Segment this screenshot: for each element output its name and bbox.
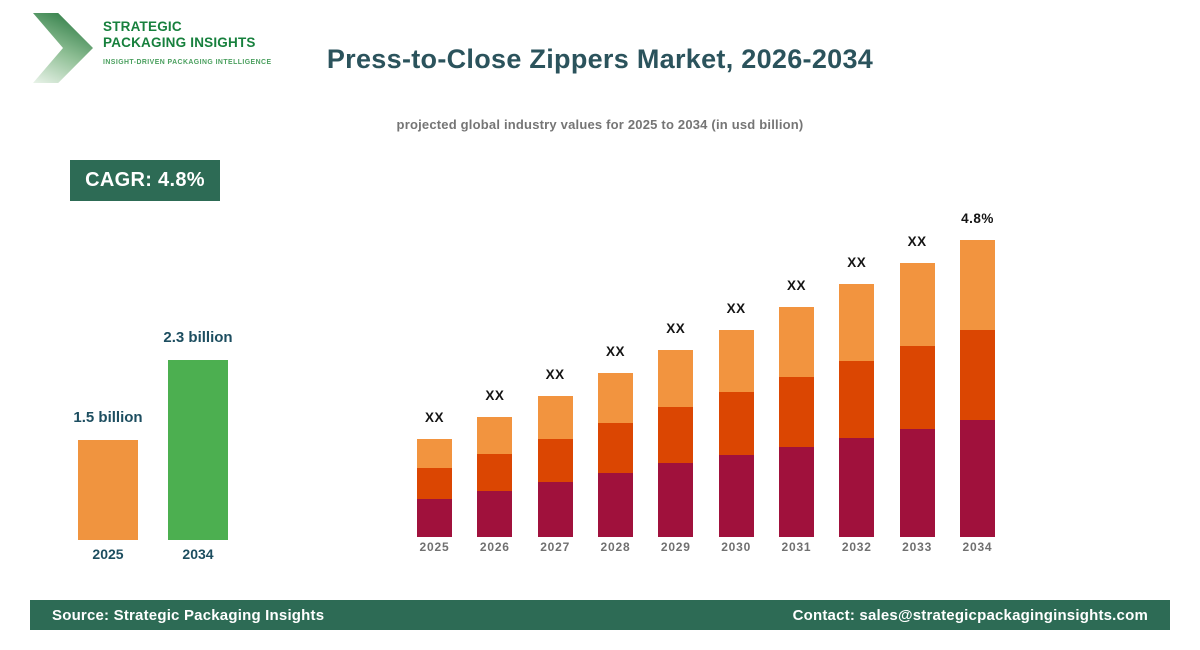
bar-segment-segment-top	[778, 307, 814, 377]
year-label: 2025	[419, 540, 450, 554]
bar-top-label: XX	[485, 388, 505, 403]
summary-bar-column: 2.3 billion 2034	[163, 329, 232, 562]
bar-segment-segment-bottom	[718, 455, 754, 537]
bar-segment-segment-middle	[537, 439, 573, 482]
bar-top-label: XX	[726, 301, 746, 316]
stacked-bar	[899, 263, 935, 537]
bar-segment-segment-bottom	[959, 420, 995, 537]
year-label: 2034	[962, 540, 993, 554]
year-label: 2029	[660, 540, 691, 554]
bar-top-label: XX	[605, 344, 625, 359]
bar-segment-segment-top	[899, 263, 935, 346]
stacked-bar	[477, 417, 513, 537]
bar-segment-segment-bottom	[899, 429, 935, 537]
bar-segment-segment-top	[477, 417, 513, 454]
year-label: 2032	[841, 540, 872, 554]
logo-title-line2: PACKAGING INSIGHTS	[103, 35, 256, 50]
bar-segment-segment-bottom	[778, 447, 814, 537]
summary-bar	[78, 440, 138, 540]
logo-tagline: INSIGHT-DRIVEN PACKAGING INTELLIGENCE	[103, 59, 272, 66]
bar-top-label: 4.8%	[961, 211, 994, 226]
stacked-bar-column: XX 2030	[718, 301, 754, 554]
summary-year-label: 2034	[182, 546, 214, 562]
bar-segment-segment-middle	[959, 330, 995, 420]
stacked-bar-column: XX 2025	[417, 410, 452, 554]
logo-text: STRATEGIC PACKAGING INSIGHTS INSIGHT-DRI…	[103, 13, 272, 83]
summary-year-label: 2025	[92, 546, 124, 562]
year-label: 2030	[721, 540, 752, 554]
stacked-bar-column: XX 2026	[477, 388, 513, 554]
bar-segment-segment-bottom	[417, 499, 452, 537]
stacked-bar-column: XX 2028	[597, 344, 633, 554]
bar-segment-segment-middle	[718, 392, 754, 455]
cagr-badge: CAGR: 4.8%	[70, 160, 220, 201]
bar-segment-segment-top	[537, 396, 573, 439]
summary-bar	[168, 360, 228, 540]
summary-value-label: 2.3 billion	[163, 329, 233, 346]
stacked-bar-column: XX 2027	[537, 367, 573, 554]
year-label: 2031	[781, 540, 812, 554]
stacked-bar	[839, 284, 875, 537]
logo-title-line1: STRATEGIC	[103, 19, 182, 34]
bar-segment-segment-bottom	[597, 473, 633, 537]
bar-top-label: XX	[666, 321, 686, 336]
bar-segment-segment-middle	[778, 377, 814, 447]
summary-value-label: 1.5 billion	[73, 409, 143, 426]
stacked-bar	[597, 373, 633, 537]
stacked-bar	[658, 350, 694, 537]
stacked-bar-column: XX 2033	[899, 234, 935, 554]
stacked-bar	[417, 439, 452, 537]
stacked-bar	[537, 396, 573, 537]
stacked-bar	[778, 307, 814, 537]
bar-segment-segment-top	[718, 330, 754, 392]
page-subtitle: projected global industry values for 202…	[396, 117, 804, 132]
bar-segment-segment-middle	[899, 346, 935, 429]
main-chart: XX 2025 XX 2026 XX 2027 XX 2028 XX 2029 XX 2030 XX 20…	[417, 211, 995, 554]
page-title: Press-to-Close Zippers Market, 2026-2034	[326, 44, 874, 74]
bar-top-label: XX	[424, 410, 444, 425]
footer: Source: Strategic Packaging Insights Con…	[30, 600, 1170, 630]
summary-bar-column: 1.5 billion 2025	[73, 409, 142, 562]
bar-top-label: XX	[847, 255, 867, 270]
stacked-bar-column: XX 2031	[778, 278, 814, 554]
stacked-bar-column: XX 2032	[839, 255, 875, 554]
summary-chart: 1.5 billion 2025 2.3 billion 2034	[73, 329, 232, 562]
source-text: Source: Strategic Packaging Insights	[52, 606, 325, 624]
year-label: 2033	[902, 540, 933, 554]
bar-segment-segment-top	[839, 284, 875, 361]
bar-segment-segment-top	[959, 240, 995, 330]
bar-top-label: XX	[907, 234, 927, 249]
bar-segment-segment-middle	[839, 361, 875, 438]
bar-segment-segment-top	[417, 439, 452, 468]
bar-segment-segment-bottom	[477, 491, 513, 537]
stacked-bar-column: 4.8% 2034	[959, 211, 995, 554]
bar-segment-segment-middle	[658, 407, 694, 463]
bar-segment-segment-top	[597, 373, 633, 423]
bar-segment-segment-middle	[597, 423, 633, 473]
bar-top-label: XX	[545, 367, 565, 382]
stacked-bar	[959, 240, 995, 537]
bar-segment-segment-bottom	[658, 463, 694, 537]
year-label: 2028	[600, 540, 631, 554]
year-label: 2026	[479, 540, 510, 554]
bar-segment-segment-middle	[417, 468, 452, 499]
bar-segment-segment-bottom	[537, 482, 573, 537]
bar-segment-segment-top	[658, 350, 694, 407]
bar-segment-segment-middle	[477, 454, 513, 491]
contact-text: Contact: sales@strategicpackaginginsight…	[792, 606, 1148, 624]
logo: STRATEGIC PACKAGING INSIGHTS INSIGHT-DRI…	[33, 13, 272, 83]
stacked-bar	[718, 330, 754, 537]
bar-segment-segment-bottom	[839, 438, 875, 537]
year-label: 2027	[540, 540, 571, 554]
bar-top-label: XX	[786, 278, 806, 293]
stacked-bar-column: XX 2029	[658, 321, 694, 554]
